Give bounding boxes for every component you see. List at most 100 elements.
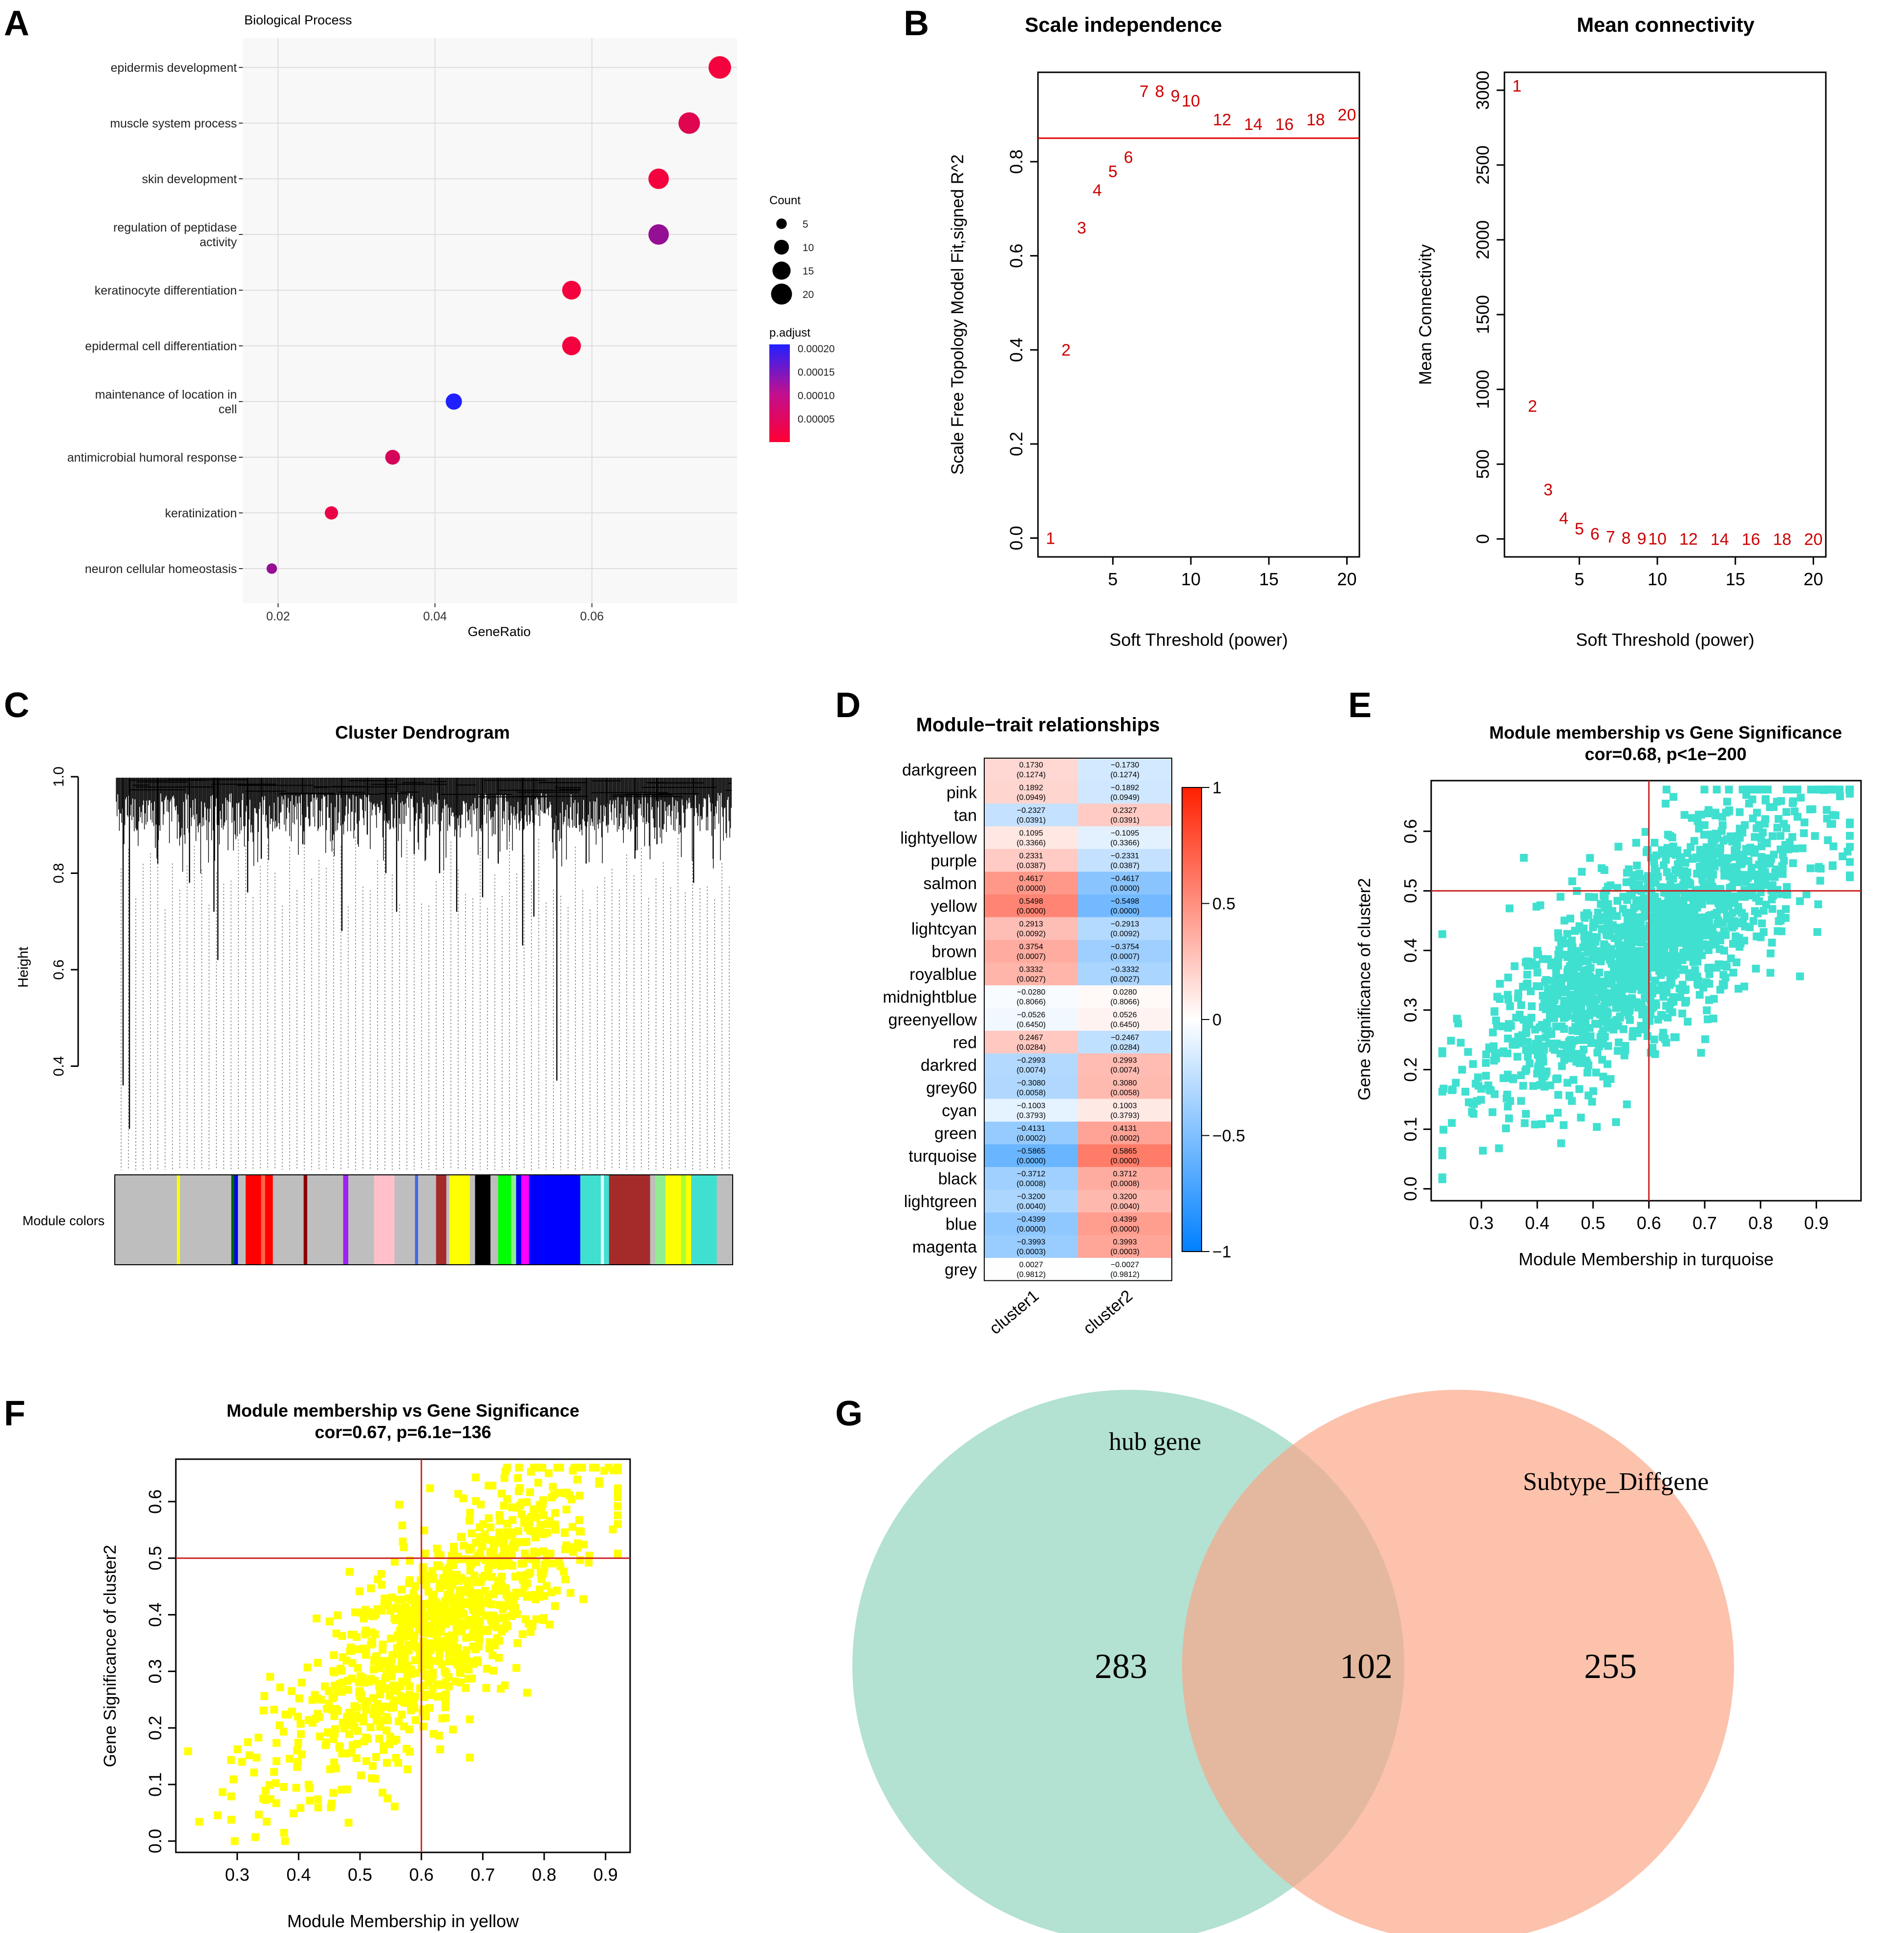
scatter-point [589,1464,597,1472]
heatmap-cell [1078,1122,1172,1145]
heatmap-row-label: purple [931,851,977,870]
scatter-point [511,1572,519,1581]
scatter-point [1637,1021,1645,1030]
scatter-point [1791,845,1799,853]
scatter-point [251,1833,259,1841]
scatter-point [1629,934,1637,942]
scatter-point [1530,1046,1538,1054]
scatter-point [567,1589,575,1597]
xtick-label: 0.8 [532,1865,556,1885]
module-color-block [580,1175,601,1264]
scatter-point [1479,1147,1487,1155]
xtick-label: 10 [1181,569,1201,589]
scatter-point [296,1720,305,1728]
scatter-point [1594,1039,1602,1047]
xtick-label: 5 [1108,569,1118,589]
ytick-label: 0.1 [1400,1117,1420,1142]
scatter-point [1520,853,1528,862]
scatter-point [614,1484,622,1492]
scatter-point [1638,938,1646,947]
scatter-point [326,1765,334,1773]
scatter-point [449,1577,458,1585]
panel-b1-ylabel: Scale Free Topology Model Fit,signed R^2 [948,154,967,475]
module-color-block [449,1175,470,1264]
scatter-point [1700,893,1708,901]
panel-a-term-label: cell [218,403,237,416]
scatter-point [1619,961,1627,970]
scatter-point [1584,957,1592,965]
scatter-point [1550,1014,1558,1022]
scatter-point [1836,792,1844,801]
heatmap-row-label: salmon [923,874,977,893]
scatter-point [512,1664,521,1672]
panel-g-venn: hub gene Subtype_Diffgene 283 102 255 [852,1390,1734,1933]
module-color-block [604,1175,610,1264]
scatter-point [1587,1032,1595,1041]
scatter-point [535,1464,544,1472]
scatter-point [328,1800,336,1808]
scatter-point [420,1526,428,1534]
scatter-point [446,1559,455,1568]
scatter-point [469,1630,477,1638]
scatter-point [1669,993,1677,1001]
ytick-label: 1500 [1473,295,1493,334]
scatter-point [1544,1030,1552,1039]
scatter-point [1791,807,1799,815]
scatter-point [369,1762,377,1770]
panel-c-ylabel: Height [16,947,31,988]
panel-a-p-legend-label: 0.00020 [798,343,835,355]
scatter-point [1575,1021,1583,1030]
scatter-point [429,1668,437,1677]
xtick-label: 0.7 [470,1865,495,1885]
scatter-point [331,1725,339,1733]
scatter-point [373,1605,381,1614]
scatter-point [293,1746,301,1755]
scatter-point [1640,894,1648,903]
scatter-point [1522,1046,1530,1054]
panel-a-term-label: skin development [142,172,237,186]
heatmap-cell-p: (0.6450) [1016,1021,1046,1029]
module-color-block [180,1175,232,1264]
scatter-point [272,1799,280,1807]
scatter-point [1568,877,1576,886]
heatmap-cell-p: (0.0007) [1110,953,1140,961]
xtick-label: 15 [1726,569,1745,589]
scatter-point [1698,847,1706,855]
scatter-point [539,1547,547,1555]
scatter-point [1648,895,1656,904]
scatter-point [1730,922,1738,930]
heatmap-cell-p: (0.0000) [1016,1225,1046,1233]
scatter-point [515,1464,523,1472]
scatter-point [353,1633,361,1641]
ytick-label: 0.3 [145,1659,165,1683]
scatter-point [474,1607,482,1615]
scatter-point [537,1575,546,1583]
scatter-point [609,1525,617,1533]
panel-a-term-label: keratinocyte differentiation [95,284,237,297]
scatter-point [1554,1091,1563,1099]
heatmap-cell-cor: −0.4399 [1017,1215,1045,1224]
scatter-point [330,1681,338,1690]
heatmap-cell-cor: 0.3754 [1019,943,1043,951]
scatter-point [1843,848,1852,856]
heatmap-row-label: yellow [931,897,977,915]
scatter-point [1773,798,1781,806]
heatmap-cell-p: (0.0387) [1110,862,1140,870]
scatter-point [1614,1038,1623,1046]
scatter-point [1846,858,1854,866]
scatter-point [1613,897,1622,905]
module-color-block [680,1175,686,1264]
scatter-point [1669,945,1677,953]
scatter-point [1630,924,1639,933]
scatter-point [1709,935,1717,944]
heatmap-cell-cor: −0.1095 [1111,829,1139,838]
heatmap-cell-cor: 0.2993 [1113,1057,1137,1065]
scatter-point [329,1789,338,1797]
scatter-point [1536,1081,1544,1089]
scatter-point [1723,798,1731,806]
scatter-point [1650,1003,1658,1011]
scatter-point [1666,900,1674,908]
scatter-point [1732,932,1740,940]
scatter-point [1650,857,1658,866]
scatter-point [1761,815,1770,823]
